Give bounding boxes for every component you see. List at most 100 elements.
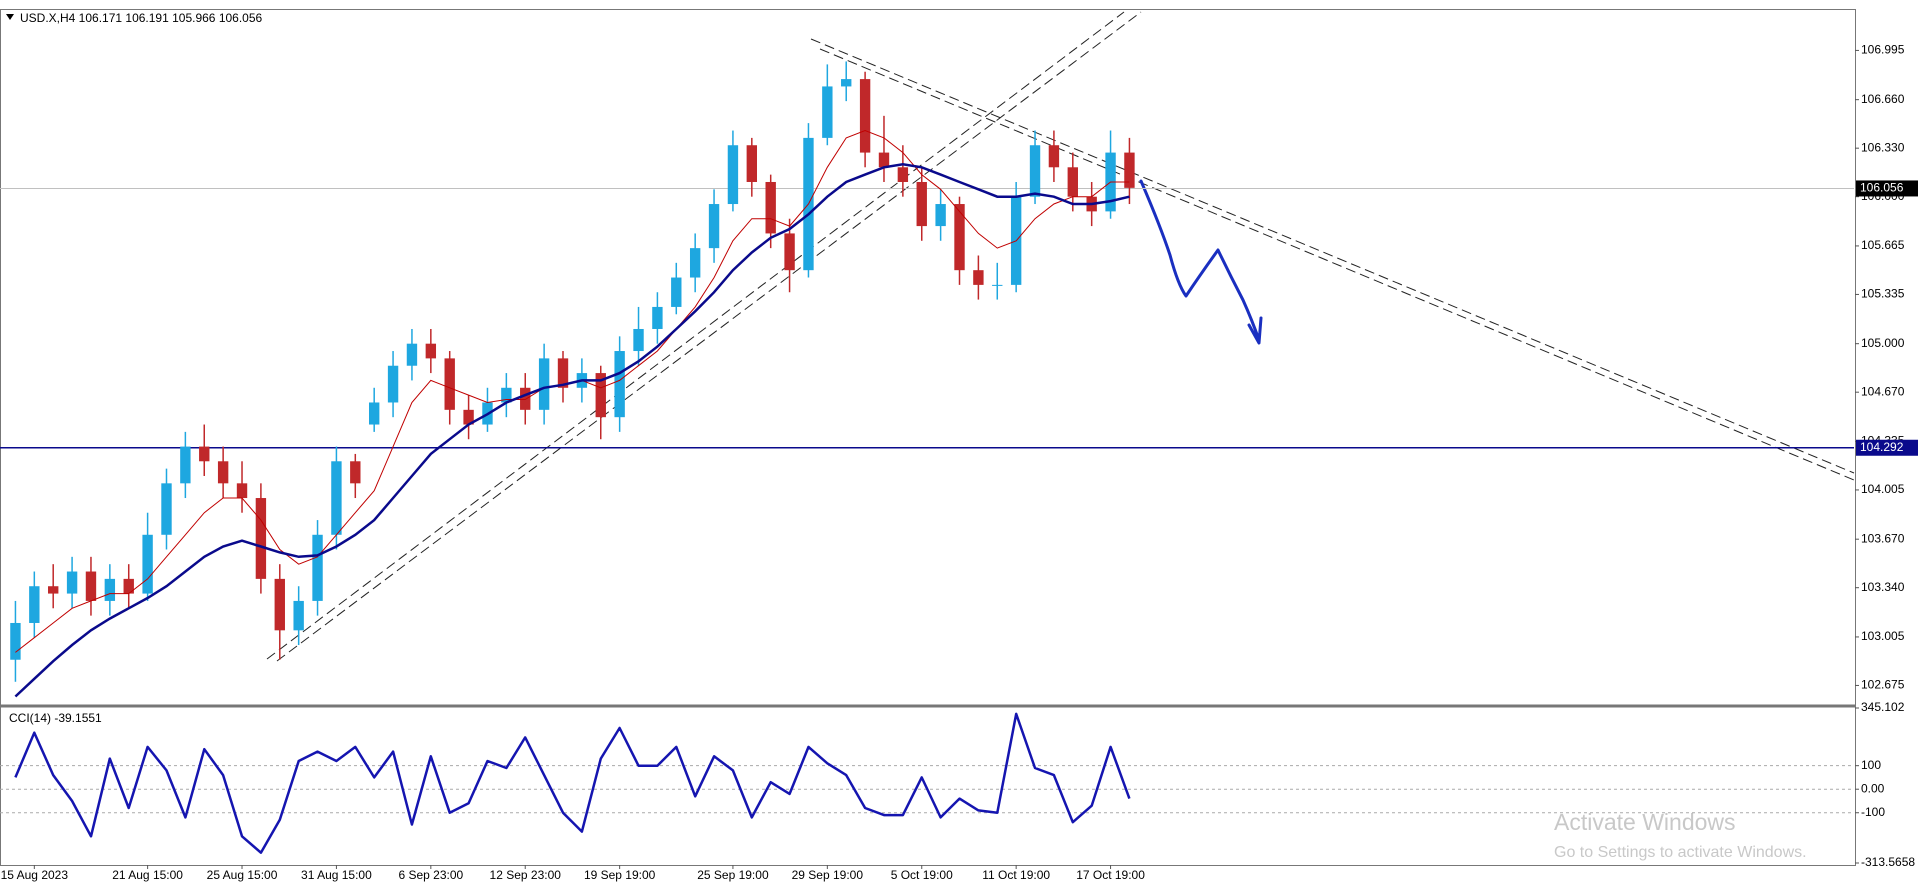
price-label-bg [1856, 180, 1918, 197]
candle-body [746, 145, 758, 182]
x-tick-label: 12 Sep 23:00 [490, 868, 562, 882]
candle-body [897, 167, 909, 182]
y-tick-label: 100 [1861, 758, 1881, 772]
x-tick-label: 6 Sep 23:00 [398, 868, 463, 882]
moving-average [14, 163, 1130, 698]
candle-body [727, 145, 739, 205]
candle-body [425, 343, 437, 359]
candle-body [29, 586, 40, 623]
x-tick-label: 5 Oct 19:00 [891, 868, 953, 882]
y-tick-label: 106.660 [1861, 92, 1905, 106]
x-tick-label: 25 Aug 15:00 [207, 868, 278, 882]
candle-body [992, 284, 1003, 286]
candle-body [180, 446, 191, 484]
x-tick-label: 29 Sep 19:00 [792, 868, 864, 882]
candle-body [1067, 167, 1078, 197]
line [14, 712, 1131, 854]
y-tick-label: -100 [1861, 805, 1885, 819]
candle-body [368, 402, 380, 425]
candle-body [66, 571, 78, 594]
candle-body [538, 358, 550, 410]
x-tick-label: 11 Oct 19:00 [982, 868, 1050, 882]
candle-body [614, 351, 625, 418]
candle-body [633, 328, 644, 352]
candle-body [10, 622, 21, 660]
y-tick-label: 106.330 [1861, 140, 1905, 154]
menu-arrow[interactable] [6, 14, 14, 20]
candle-body [822, 86, 833, 138]
candle-body [501, 387, 512, 403]
candle-body [293, 600, 304, 631]
candle-body [859, 79, 871, 153]
candle-body [784, 233, 795, 271]
y-tick-label: 106.995 [1861, 43, 1905, 57]
y-tick-label: 105.335 [1861, 287, 1905, 301]
candle-body [652, 306, 663, 329]
candle-body [671, 277, 682, 307]
candle-body [1048, 145, 1060, 168]
y-tick-label: 104.005 [1861, 482, 1905, 496]
candle-body [1124, 152, 1135, 188]
x-tick-label: 21 Aug 15:00 [112, 868, 183, 882]
candle-body [935, 204, 946, 227]
candle-body [161, 483, 172, 535]
price-label: 106.056 [1860, 181, 1904, 195]
candle-body [255, 498, 267, 579]
candle-body [954, 204, 965, 271]
level-label: 104.292 [1860, 440, 1904, 454]
candle-body [350, 461, 361, 484]
candle-body [48, 586, 59, 594]
candle-body [689, 248, 701, 278]
candle-body [463, 409, 474, 425]
candle-body [1029, 145, 1041, 197]
candle-body [85, 571, 97, 601]
y-tick-label: 104.670 [1861, 384, 1905, 398]
trend-line [276, 11, 1142, 662]
candle-body [199, 446, 210, 462]
x-tick-label: 17 Oct 19:00 [1076, 868, 1145, 882]
candle-body [387, 365, 399, 403]
candle-body [444, 358, 455, 410]
x-tick-label: 31 Aug 15:00 [301, 868, 372, 882]
candle-body [312, 534, 323, 601]
trend-lines [266, 11, 1855, 662]
watermark-title: Activate Windows [1554, 809, 1736, 835]
y-tick-label: 103.340 [1861, 580, 1905, 594]
candle-body [557, 358, 569, 388]
candle-body [274, 578, 285, 631]
y-tick-label: 345.102 [1861, 700, 1905, 714]
indicator-title: CCI(14) -39.1551 [9, 711, 102, 725]
candle-body [123, 578, 134, 594]
watermark-subtitle: Go to Settings to activate Windows. [1554, 844, 1807, 861]
candle-body [595, 373, 606, 418]
candle-body [708, 204, 720, 249]
chart-title: USD.X,H4 106.171 106.191 105.966 106.056 [20, 11, 263, 25]
candle-body [142, 534, 153, 594]
x-tick-label: 25 Sep 19:00 [697, 868, 769, 882]
y-tick-label: -313.5658 [1861, 855, 1915, 869]
y-tick-label: 105.000 [1861, 336, 1905, 350]
candle-body [973, 270, 984, 285]
candle-body [406, 343, 418, 366]
candle-body [217, 461, 229, 484]
level-label-bg [1856, 439, 1918, 456]
y-tick-label: 102.675 [1861, 678, 1905, 692]
candle-body [878, 152, 890, 168]
y-tick-label: 103.670 [1861, 531, 1905, 545]
hand-drawn-arrow [1139, 179, 1263, 345]
candle-body [331, 461, 342, 535]
candle-body [104, 578, 116, 601]
candle-body [765, 181, 776, 234]
trend-line [819, 48, 1855, 481]
trend-line [810, 38, 1855, 474]
x-tick-label: 15 Aug 2023 [1, 868, 69, 882]
trend-line [266, 11, 1125, 660]
y-tick-label: 105.665 [1861, 238, 1905, 252]
x-tick-label: 19 Sep 19:00 [584, 868, 656, 882]
candle-body [520, 387, 531, 410]
candle-body [841, 79, 852, 87]
y-tick-label: 0.00 [1861, 781, 1885, 795]
candle-body [236, 483, 248, 499]
